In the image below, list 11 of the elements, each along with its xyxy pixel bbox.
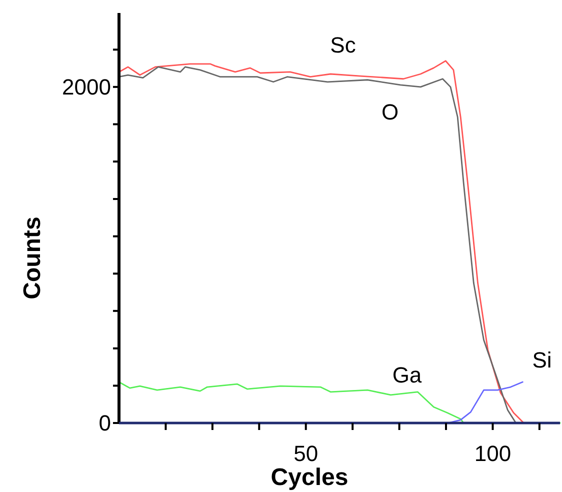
x-tick-label: 100 [474, 441, 512, 466]
series-label: Ga [392, 362, 422, 388]
line-series [447, 381, 524, 424]
series-label: Sc [330, 32, 356, 58]
y-axis-title: Counts [19, 216, 46, 300]
series-label: Si [532, 348, 552, 373]
y-tick-label: 2000 [62, 74, 111, 100]
x-axis-title: Cycles [270, 464, 348, 491]
x-tick-label: 50 [294, 441, 318, 466]
series-label: O [381, 100, 399, 125]
y-tick-label: 0 [98, 410, 111, 436]
